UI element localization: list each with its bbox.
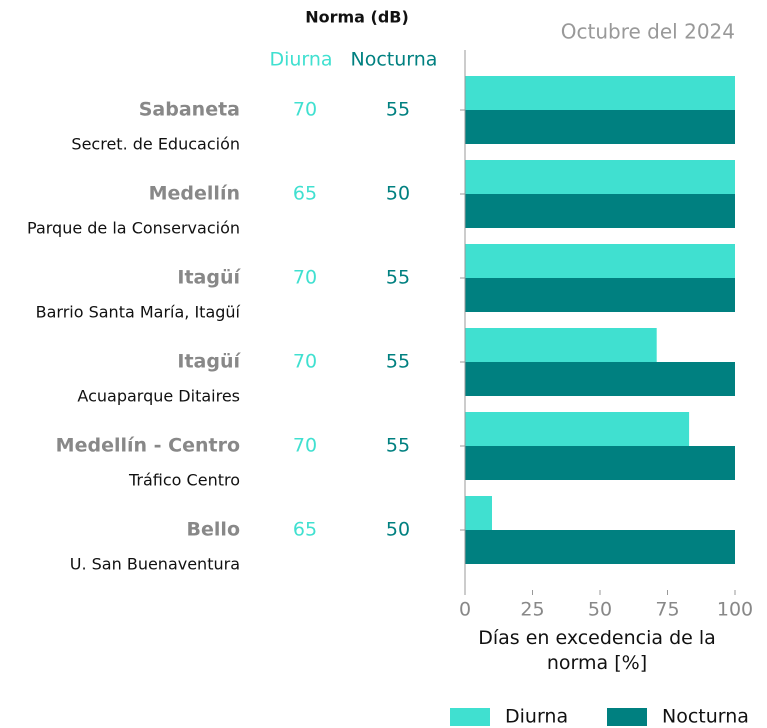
bar (465, 328, 657, 362)
bar (465, 194, 735, 228)
norm-value: 70 (293, 351, 317, 373)
station-label: U. San Buenaventura (70, 555, 240, 574)
bar (465, 76, 735, 110)
x-tick-label: 25 (520, 599, 544, 621)
norm-value: 50 (386, 183, 410, 205)
x-tick-label: 50 (588, 599, 612, 621)
norm-value: 55 (386, 435, 410, 457)
norm-value: 70 (293, 267, 317, 289)
norm-value: 50 (386, 519, 410, 541)
x-tick-label: 75 (655, 599, 679, 621)
bar (465, 496, 492, 530)
station-label: Barrio Santa María, Itagüí (36, 303, 241, 322)
category-label: Medellín (149, 183, 240, 205)
norm-value: 55 (386, 267, 410, 289)
station-label: Parque de la Conservación (27, 219, 240, 238)
legend-swatch (607, 708, 647, 726)
station-label: Acuaparque Ditaires (77, 387, 240, 406)
norm-value: 65 (293, 183, 317, 205)
chart-title: Octubre del 2024 (561, 20, 735, 44)
bar (465, 446, 735, 480)
norm-column-header: Diurna (269, 49, 332, 71)
legend-label: Nocturna (662, 706, 749, 728)
bar (465, 110, 735, 144)
category-label: Sabaneta (139, 99, 240, 121)
bar (465, 278, 735, 312)
x-tick-label: 100 (717, 599, 753, 621)
norm-value: 70 (293, 435, 317, 457)
bar (465, 160, 735, 194)
norm-column-header: Nocturna (351, 49, 438, 71)
norm-value: 70 (293, 99, 317, 121)
bar (465, 412, 690, 446)
category-label: Medellín - Centro (56, 435, 240, 457)
category-label: Itagüí (177, 351, 241, 373)
norm-header: Norma (dB) (305, 8, 409, 27)
legend-swatch (450, 708, 490, 726)
bar (465, 362, 735, 396)
bar (465, 530, 735, 564)
norm-value: 55 (386, 351, 410, 373)
norm-value: 65 (293, 519, 317, 541)
legend-label: Diurna (505, 706, 568, 728)
bar (465, 244, 735, 278)
x-tick-label: 0 (459, 599, 471, 621)
station-label: Tráfico Centro (128, 471, 240, 490)
x-axis-label: Días en excedencia de la norma [%] (478, 627, 716, 674)
category-label: Bello (187, 519, 240, 541)
norm-value: 55 (386, 99, 410, 121)
station-label: Secret. de Educación (71, 135, 240, 154)
category-label: Itagüí (177, 267, 241, 289)
